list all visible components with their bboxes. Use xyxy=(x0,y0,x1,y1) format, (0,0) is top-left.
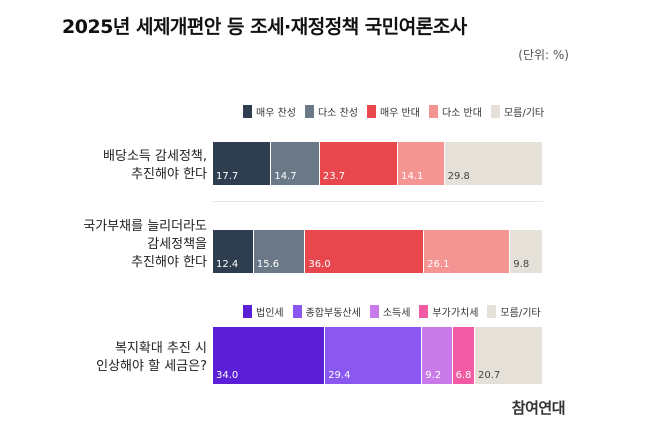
legend-item: 매우 찬성 xyxy=(243,104,296,119)
legend-item: 다소 찬성 xyxy=(304,104,358,119)
legend-label: 부가가치세 xyxy=(432,308,479,319)
row-label-welfare-tax: 복지확대 추진 시 인상해야 할 세금은? xyxy=(96,340,207,376)
data-label: 9.8 xyxy=(513,259,530,270)
row-label-line: 배당소득 감세정책, xyxy=(103,149,207,164)
data-label: 20.7 xyxy=(478,370,501,381)
data-label: 26.1 xyxy=(427,259,450,270)
data-label: 6.8 xyxy=(455,370,472,381)
data-label: 29.8 xyxy=(447,171,470,182)
data-label: 36.0 xyxy=(308,259,331,270)
legend-swatch xyxy=(243,105,252,118)
legend-item: 모름/기타 xyxy=(487,304,541,319)
stacked-bar: 17.7 14.7 23.7 14.1 29.8 xyxy=(213,142,543,185)
data-label: 23.7 xyxy=(322,171,346,182)
legend-item: 매우 반대 xyxy=(366,104,420,119)
row-label-debt-tax-cut: 국가부채를 늘리더라도 감세정책을 추진해야 한다 xyxy=(83,218,207,272)
legend-label: 매우 찬성 xyxy=(256,108,296,119)
legend-item: 모름/기타 xyxy=(490,104,545,119)
row-label-dividend-tax-cut: 배당소득 감세정책, 추진해야 한다 xyxy=(103,148,207,184)
row-divider xyxy=(213,201,543,202)
stacked-bar: 12.4 15.6 36.0 26.1 9.8 xyxy=(213,230,543,273)
row-label-line: 국가부채를 늘리더라도 xyxy=(83,219,207,234)
legend-swatch xyxy=(243,305,252,318)
bar-segment: 12.4 xyxy=(213,230,254,273)
bar-segment: 6.8 xyxy=(452,327,475,384)
bar-segment: 15.6 xyxy=(253,230,306,273)
brand-logo: 참여연대 xyxy=(511,399,566,417)
legend-item: 부가가치세 xyxy=(419,304,478,319)
data-label: 15.6 xyxy=(256,259,280,270)
legend-item: 종합부동산세 xyxy=(292,304,361,319)
legend-opinion: 매우 찬성 다소 찬성 매우 반대 다소 반대 모름/기타 xyxy=(243,104,553,119)
bar-row-welfare-tax: 34.0 29.4 9.2 6.8 20.7 xyxy=(213,327,544,384)
data-label: 14.7 xyxy=(274,171,297,182)
bar-segment: 36.0 xyxy=(305,230,425,273)
row-label-line: 복지확대 추진 시 xyxy=(115,341,207,356)
legend-label: 종합부동산세 xyxy=(305,308,361,319)
bar-row-debt-tax-cut: 12.4 15.6 36.0 26.1 9.8 xyxy=(213,230,543,273)
bar-segment: 29.8 xyxy=(444,142,543,185)
legend-label: 다소 찬성 xyxy=(317,108,358,119)
data-label: 17.7 xyxy=(216,171,239,182)
legend-label: 모름/기타 xyxy=(500,308,541,319)
bar-segment: 9.2 xyxy=(422,327,453,384)
legend-label: 모름/기타 xyxy=(503,108,545,119)
legend-label: 법인세 xyxy=(256,308,284,319)
bar-segment: 17.7 xyxy=(213,142,272,185)
legend-item: 소득세 xyxy=(369,304,411,319)
legend-label: 다소 반대 xyxy=(441,108,482,119)
bar-segment: 23.7 xyxy=(319,142,399,185)
legend-swatch xyxy=(490,105,500,118)
data-label: 34.0 xyxy=(216,370,239,381)
legend-item: 법인세 xyxy=(243,304,284,319)
bar-segment: 26.1 xyxy=(424,230,511,273)
legend-swatch xyxy=(419,305,429,318)
legend-swatch xyxy=(366,105,376,118)
bar-segment: 14.7 xyxy=(271,142,320,185)
legend-swatch xyxy=(428,105,438,118)
data-label: 12.4 xyxy=(216,259,239,270)
row-label-line: 추진해야 한다 xyxy=(131,167,207,182)
bar-segment: 29.4 xyxy=(325,327,423,384)
chart-title: 2025년 세제개편안 등 조세·재정정책 국민여론조사 xyxy=(62,16,467,38)
legend-swatch xyxy=(292,305,302,318)
row-label-line: 인상해야 할 세금은? xyxy=(96,359,207,374)
legend-label: 매우 반대 xyxy=(379,108,420,119)
bar-segment: 20.7 xyxy=(475,327,544,384)
bar-segment: 34.0 xyxy=(213,327,326,384)
row-label-line: 추진해야 한다 xyxy=(131,255,207,270)
bar-segment: 9.8 xyxy=(510,230,543,273)
data-label: 14.1 xyxy=(401,171,424,182)
legend-item: 다소 반대 xyxy=(428,104,482,119)
bar-row-dividend-tax-cut: 17.7 14.7 23.7 14.1 29.8 xyxy=(213,142,543,185)
data-label: 9.2 xyxy=(425,370,442,381)
row-label-line: 감세정책을 xyxy=(147,237,207,252)
legend-swatch xyxy=(304,105,314,118)
legend-tax-type: 법인세 종합부동산세 소득세 부가가치세 모름/기타 xyxy=(243,304,550,319)
unit-label: (단위: %) xyxy=(518,48,569,62)
bar-segment: 14.1 xyxy=(398,142,445,185)
legend-label: 소득세 xyxy=(382,308,411,319)
legend-swatch xyxy=(369,305,379,318)
data-label: 29.4 xyxy=(328,370,351,381)
legend-swatch xyxy=(487,305,497,318)
stacked-bar: 34.0 29.4 9.2 6.8 20.7 xyxy=(213,327,544,384)
